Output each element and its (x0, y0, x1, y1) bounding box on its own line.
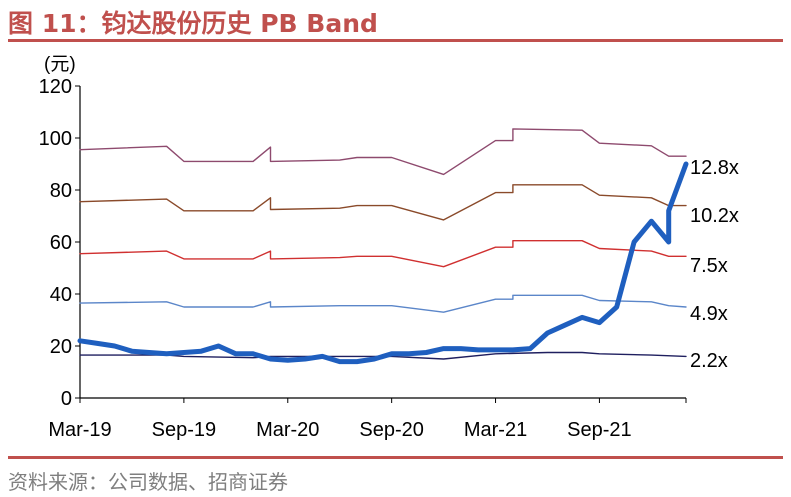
x-tick-label: Sep-21 (567, 419, 632, 441)
pb-band-line-7-5x (79, 240, 687, 268)
y-axis-unit: (元) (44, 54, 76, 75)
y-tick-label: 40 (50, 284, 72, 306)
y-tick-label: 100 (39, 128, 72, 150)
band-label: 2.2x (690, 350, 728, 372)
y-ticks: 0 20 40 60 80 100 120 (39, 76, 80, 410)
y-tick-label: 80 (50, 180, 72, 202)
price-series-line (77, 161, 689, 365)
x-tick-label: Sep-20 (359, 419, 424, 441)
x-tick-label: Mar-20 (256, 419, 319, 441)
pb-band-line-10-2x (79, 184, 687, 221)
y-tick-label: 0 (61, 388, 72, 410)
source-divider (8, 456, 783, 459)
band-label: 4.9x (690, 303, 728, 325)
band-label: 7.5x (690, 255, 728, 277)
title-divider (8, 39, 783, 42)
band-label: 12.8x (690, 157, 739, 179)
band-label: 10.2x (690, 205, 739, 227)
x-ticks: Mar-19 Sep-19 Mar-20 Sep-20 Mar-21 Sep-21 (48, 398, 687, 441)
y-tick-label: 120 (39, 76, 72, 98)
pb-band-line-4-9x (79, 294, 687, 313)
x-tick-label: Mar-19 (48, 419, 111, 441)
x-tick-label: Mar-21 (464, 419, 527, 441)
y-tick-label: 20 (50, 336, 72, 358)
source-note: 资料来源：公司数据、招商证券 (8, 470, 288, 494)
band-lines (77, 128, 689, 365)
pb-band-line-2-2x (79, 351, 687, 360)
figure-title: 图 11：钧达股份历史 PB Band (8, 9, 378, 38)
x-tick-label: Sep-19 (152, 419, 217, 441)
band-labels: 12.8x 10.2x 7.5x 4.9x 2.2x (690, 157, 739, 372)
y-tick-label: 60 (50, 232, 72, 254)
pb-band-line-12-8x (79, 128, 687, 176)
